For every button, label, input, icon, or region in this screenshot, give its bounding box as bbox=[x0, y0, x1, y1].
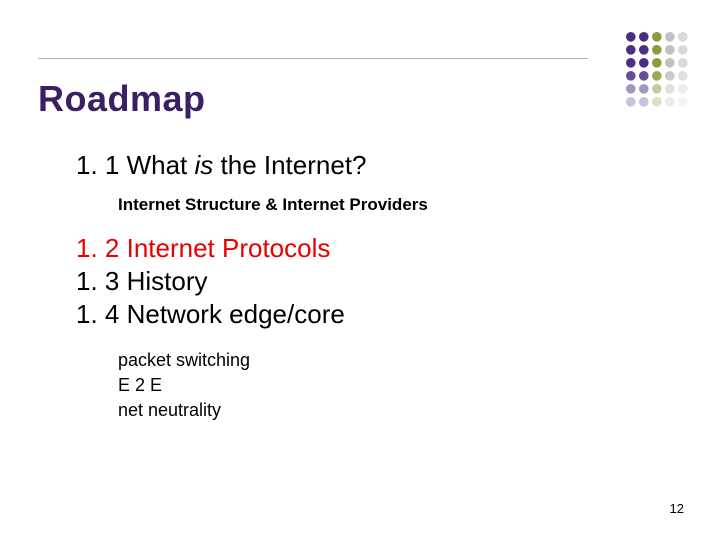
slide-title: Roadmap bbox=[38, 78, 580, 120]
outline-sub-4b: E 2 E bbox=[118, 373, 660, 398]
outline-item-1-pre: 1. 1 What bbox=[76, 150, 195, 180]
outline-item-3: 1. 3 History bbox=[76, 266, 660, 297]
outline-item-2: 1. 2 Internet Protocols bbox=[76, 233, 660, 264]
outline-sub-4a: packet switching bbox=[118, 348, 660, 373]
outline-sub-1: Internet Structure & Internet Providers bbox=[118, 195, 660, 215]
outline: 1. 1 What is the Internet? Internet Stru… bbox=[76, 150, 660, 424]
outline-item-1: 1. 1 What is the Internet? bbox=[76, 150, 660, 181]
slide: { "title": "Roadmap", "outline": { "item… bbox=[0, 0, 720, 540]
outline-item-4: 1. 4 Network edge/core bbox=[76, 299, 660, 330]
corner-dots-icon bbox=[622, 28, 692, 111]
title-wrap: Roadmap bbox=[38, 78, 580, 120]
title-rule bbox=[38, 58, 588, 59]
page-number: 12 bbox=[670, 501, 684, 516]
outline-sub-4c: net neutrality bbox=[118, 398, 660, 423]
outline-item-1-post: the Internet? bbox=[213, 150, 366, 180]
outline-item-1-em: is bbox=[195, 150, 214, 180]
